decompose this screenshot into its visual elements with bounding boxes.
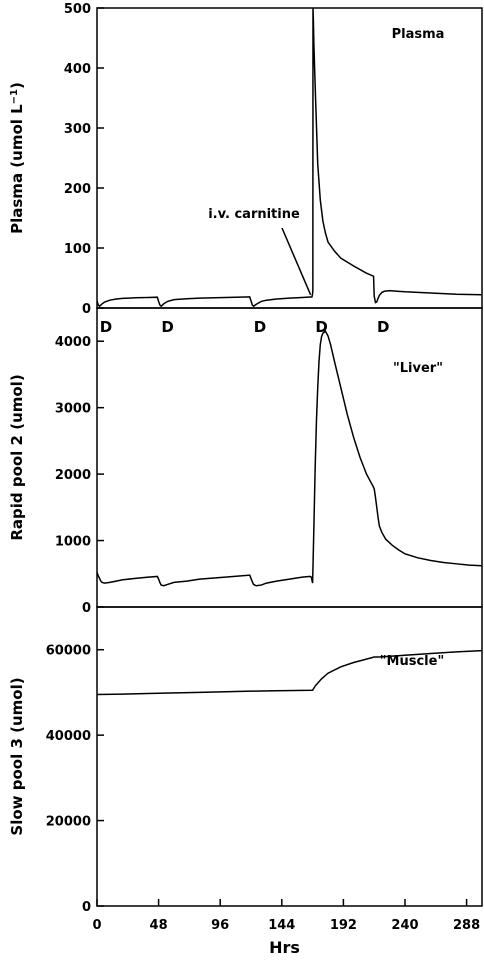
- y-axis-label: Rapid pool 2 (umol): [8, 374, 26, 540]
- annotation-pointer: [281, 227, 312, 296]
- y-tick-label: 100: [64, 242, 91, 257]
- y-tick-label: 1000: [55, 535, 91, 550]
- x-tick-label: 240: [391, 918, 418, 933]
- x-axis-label: Hrs: [269, 938, 300, 957]
- x-tick-label: 288: [453, 918, 480, 933]
- liver-panel: 0 1000 2000 3000 4000 Rapid pool 2 (umol) "Liv…: [8, 307, 483, 616]
- panel-frame: [96, 606, 483, 907]
- x-tick-label: 0: [92, 918, 101, 933]
- dose-marker: D: [161, 318, 173, 336]
- y-tick-label: 2000: [55, 468, 91, 483]
- panel-title: "Muscle": [380, 654, 444, 669]
- y-tick-label: 500: [64, 2, 91, 17]
- series-line: [97, 8, 482, 308]
- x-axis: 0 48 96 144 192 240 288 Hrs: [92, 899, 480, 957]
- y-axis-label: Plasma (umol L−1): [8, 82, 26, 234]
- panel-title: "Liver": [393, 361, 443, 376]
- x-tick-label: 144: [268, 918, 295, 933]
- y-tick-label: 0: [82, 302, 91, 317]
- y-tick-label: 200: [64, 182, 91, 197]
- panel-title: Plasma: [392, 27, 445, 42]
- y-tick-label: 400: [64, 62, 91, 77]
- y-tick-label: 40000: [46, 729, 91, 744]
- series-line: [97, 330, 482, 587]
- annotation-label: i.v. carnitine: [208, 207, 300, 222]
- y-tick-label: 0: [82, 900, 91, 915]
- y-tick-label: 300: [64, 122, 91, 137]
- y-tick-label: 0: [82, 601, 91, 616]
- plasma-panel: 0 100 200 300 400 500 Plasma (umol L−1) Plasma i…: [8, 2, 483, 336]
- y-tick-label: 3000: [55, 402, 91, 417]
- x-tick-label: 48: [150, 918, 168, 933]
- y-tick-label: 60000: [46, 644, 91, 659]
- y-tick-label: 20000: [46, 815, 91, 830]
- dose-marker: D: [100, 318, 112, 336]
- panel-frame: [96, 307, 483, 608]
- y-axis-label: Slow pool 3 (umol): [8, 677, 26, 835]
- y-tick-label: 4000: [55, 335, 91, 350]
- panel-frame: [96, 7, 483, 309]
- series-line: [97, 649, 482, 696]
- x-tick-label: 96: [211, 918, 229, 933]
- x-tick-label: 192: [330, 918, 357, 933]
- muscle-panel: 0 20000 40000 60000 Slow pool 3 (umol) "Muscl…: [8, 606, 483, 915]
- dose-marker: D: [254, 318, 266, 336]
- dose-marker: D: [377, 318, 389, 336]
